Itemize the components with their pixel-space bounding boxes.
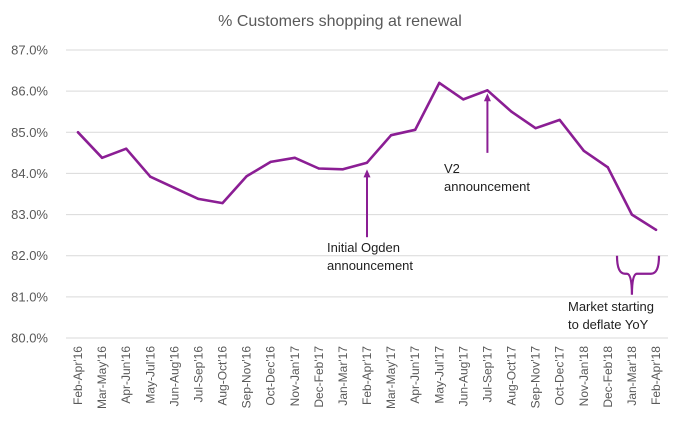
data-point bbox=[582, 149, 585, 152]
y-tick-label: 85.0% bbox=[11, 125, 48, 140]
y-tick-label: 82.0% bbox=[11, 248, 48, 263]
x-tick-label: Apr-Jun'17 bbox=[408, 346, 422, 404]
y-tick-label: 87.0% bbox=[11, 43, 48, 58]
data-point bbox=[245, 175, 248, 178]
chart-title: % Customers shopping at renewal bbox=[218, 13, 462, 30]
y-tick-label: 83.0% bbox=[11, 207, 48, 222]
annotation-label: Market starting bbox=[568, 299, 654, 314]
annotation-arrow-head bbox=[363, 169, 371, 178]
y-tick-label: 84.0% bbox=[11, 166, 48, 181]
x-tick-label: Jan-Mar'17 bbox=[336, 346, 350, 406]
x-tick-label: Feb-Apr'17 bbox=[360, 346, 374, 405]
x-tick-label: Jul-Sep'16 bbox=[191, 346, 205, 403]
x-tick-label: Jan-Mar'18 bbox=[625, 346, 639, 406]
x-tick-label: Dec-Feb'17 bbox=[312, 346, 326, 408]
data-point bbox=[654, 228, 658, 231]
x-tick-label: Mar-May'16 bbox=[95, 346, 109, 409]
x-tick-label: Jun-Aug'16 bbox=[167, 346, 181, 407]
x-tick-label: Dec-Feb'18 bbox=[601, 346, 615, 408]
y-axis-tick-labels: 80.0% 81.0% 82.0% 83.0% 84.0% 85.0% 86.0% 87.0% bbox=[11, 43, 48, 346]
data-point bbox=[534, 126, 537, 130]
y-tick-label: 80.0% bbox=[11, 331, 48, 346]
data-point bbox=[438, 81, 441, 85]
x-tick-label: Aug-Oct'17 bbox=[505, 346, 519, 406]
annotation-label: Initial Ogden bbox=[327, 240, 400, 255]
x-tick-label: Sep-Nov'16 bbox=[240, 346, 254, 409]
annotation-label: V2 bbox=[444, 161, 460, 176]
x-tick-label: Oct-Dec'17 bbox=[553, 346, 567, 406]
x-tick-label: Apr-Jun'16 bbox=[119, 346, 133, 404]
x-tick-label: Mar-May'17 bbox=[384, 346, 398, 409]
x-tick-label: Jul-Sep'17 bbox=[480, 346, 494, 403]
data-point bbox=[149, 175, 152, 178]
annotation-brace bbox=[615, 255, 661, 295]
data-point bbox=[341, 168, 345, 171]
annotation-label: to deflate YoY bbox=[568, 317, 649, 332]
x-tick-label: Nov-Jan'18 bbox=[577, 346, 591, 407]
x-tick-label: Feb-Apr'18 bbox=[649, 346, 663, 405]
series-layer bbox=[76, 81, 658, 232]
data-point bbox=[558, 118, 561, 122]
data-point bbox=[269, 160, 272, 164]
x-tick-label: Aug-Oct'16 bbox=[216, 346, 230, 406]
data-point bbox=[462, 98, 465, 101]
annotation-label: announcement bbox=[444, 179, 530, 194]
y-tick-label: 81.0% bbox=[11, 289, 48, 304]
data-point bbox=[606, 166, 610, 169]
x-tick-label: May-Jul'17 bbox=[432, 346, 446, 404]
x-tick-label: May-Jul'16 bbox=[143, 346, 157, 404]
annotation-label: announcement bbox=[327, 258, 413, 273]
data-point bbox=[173, 186, 176, 190]
data-point bbox=[197, 197, 200, 201]
data-point bbox=[221, 201, 224, 205]
data-point bbox=[630, 213, 634, 216]
data-point bbox=[76, 131, 80, 134]
data-point bbox=[486, 89, 489, 92]
x-tick-label: Oct-Dec'16 bbox=[264, 346, 278, 406]
y-tick-label: 86.0% bbox=[11, 84, 48, 99]
x-tick-label: Feb-Apr'16 bbox=[71, 346, 85, 405]
x-tick-label: Jun-Aug'17 bbox=[456, 346, 470, 407]
x-tick-label: Sep-Nov'17 bbox=[529, 346, 543, 409]
data-point bbox=[413, 128, 417, 132]
data-point bbox=[293, 156, 296, 159]
data-point bbox=[317, 167, 321, 170]
data-point bbox=[365, 161, 369, 164]
x-axis-tick-labels: Feb-Apr'16 Mar-May'16 Apr-Jun'16 May-Jul'16… bbox=[71, 346, 663, 409]
annotations: Initial Ogden announcement V2 announcement M… bbox=[327, 93, 661, 332]
data-point bbox=[100, 156, 104, 159]
x-tick-label: Nov-Jan'17 bbox=[288, 346, 302, 407]
annotation-arrow-head bbox=[483, 93, 491, 102]
data-point bbox=[124, 147, 128, 150]
data-point bbox=[389, 133, 393, 137]
data-point bbox=[510, 110, 513, 113]
